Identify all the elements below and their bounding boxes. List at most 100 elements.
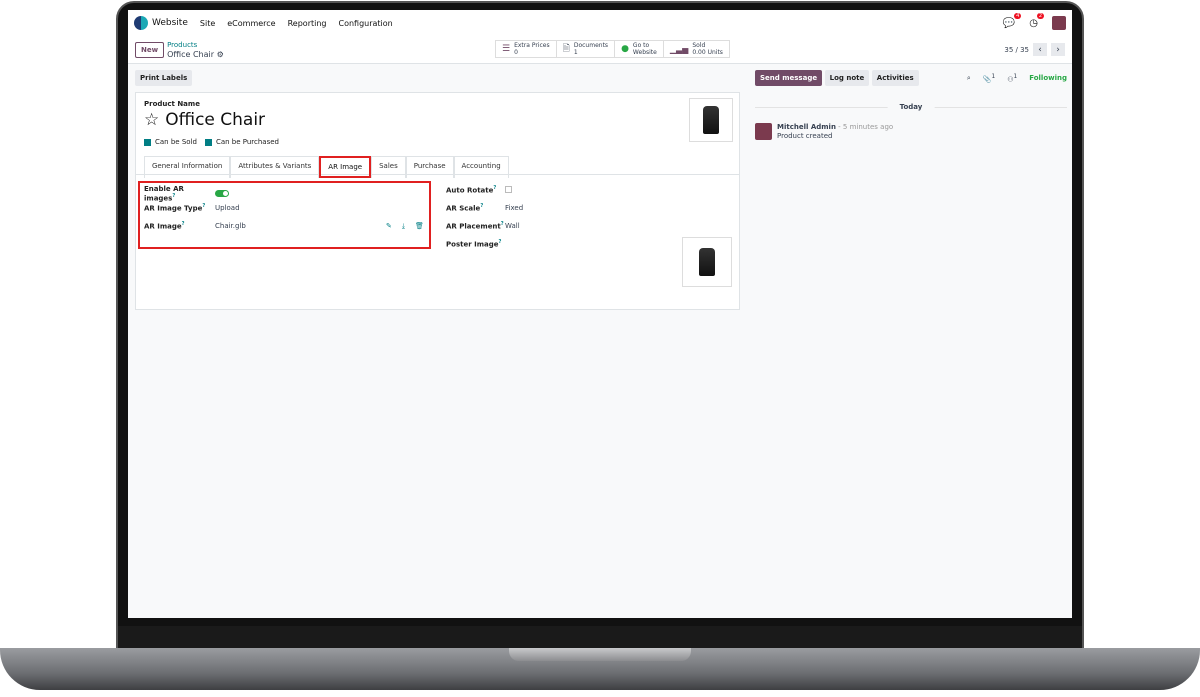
date-label: Today <box>887 103 935 111</box>
control-panel: New Products Office Chair ⚙ ☰ Extra Price… <box>128 36 1072 64</box>
tab-attributes-variants[interactable]: Attributes & Variants <box>230 156 320 178</box>
chair-image <box>703 106 719 134</box>
send-message-button[interactable]: Send message <box>755 70 823 86</box>
go-to-website-button[interactable]: ● Go to Website <box>615 41 664 57</box>
menu-site[interactable]: Site <box>199 18 216 28</box>
tab-accounting[interactable]: Accounting <box>453 156 509 178</box>
auto-rotate-checkbox[interactable] <box>505 186 512 194</box>
can-be-purchased-checkbox[interactable]: Can be Purchased <box>204 138 279 146</box>
star-icon[interactable]: ☆ <box>144 110 160 130</box>
gear-icon[interactable]: ⚙ <box>216 49 224 59</box>
field-label: Enable AR images <box>144 185 184 203</box>
ar-image-file[interactable]: Chair.glb <box>215 221 246 230</box>
chair-image <box>699 248 715 276</box>
breadcrumb-current: Office Chair <box>167 49 215 59</box>
top-navbar: Website Site eCommerce Reporting Configu… <box>128 10 1072 36</box>
new-button[interactable]: New <box>135 41 165 58</box>
screen: Website Site eCommerce Reporting Configu… <box>128 10 1072 618</box>
field-label: AR Placement <box>446 222 501 231</box>
next-button[interactable]: › <box>1051 43 1065 56</box>
message: Mitchell Admin - 5 minutes ago Product cr… <box>755 123 893 141</box>
stat-value: Website <box>632 49 657 56</box>
tab-purchase[interactable]: Purchase <box>405 156 454 178</box>
trash-icon[interactable]: 🗑 <box>414 222 424 230</box>
content: Print Labels Product Name ☆ Office Chair … <box>128 64 1072 618</box>
tab-general-information[interactable]: General Information <box>144 156 231 178</box>
checkbox-icon <box>204 138 212 146</box>
form-sheet: Product Name ☆ Office Chair Can be Sold C… <box>135 92 740 310</box>
tab-sales[interactable]: Sales <box>371 156 406 178</box>
list-icon: ☰ <box>502 43 511 54</box>
field-label: AR Image Type <box>144 204 203 213</box>
edit-icon[interactable]: ✎ <box>386 222 392 230</box>
breadcrumb-products[interactable]: Products <box>167 40 198 49</box>
ar-image-type-select[interactable]: Upload <box>215 203 240 212</box>
stat-label: Documents <box>573 42 609 49</box>
bar-chart-icon: ▁▃▅ <box>669 44 689 54</box>
search-icon[interactable]: ⌕ <box>966 74 971 82</box>
laptop-chin <box>118 626 1082 648</box>
attachments-button[interactable]: 📎1 <box>983 74 995 83</box>
print-labels-button[interactable]: Print Labels <box>135 70 193 86</box>
stat-value: 0.00 Units <box>692 49 723 56</box>
user-avatar[interactable] <box>1052 16 1066 30</box>
product-name-label: Product Name <box>144 100 200 108</box>
stat-label: Go to <box>632 42 650 49</box>
field-label: AR Scale <box>446 204 481 213</box>
followers-count: 1 <box>1013 74 1018 80</box>
stat-label: Sold <box>692 42 706 49</box>
highlight-box <box>138 181 431 249</box>
user-icon: ⚇ <box>1007 75 1014 84</box>
tab-ar-image[interactable]: AR Image <box>319 156 372 178</box>
notebook-tabs: General Information Attributes & Variant… <box>144 156 509 178</box>
download-icon[interactable]: ⤓ <box>401 222 405 230</box>
log-note-button[interactable]: Log note <box>824 70 870 86</box>
chat-icon[interactable]: 💬 4 <box>1002 12 1022 29</box>
product-name[interactable]: Office Chair <box>165 110 266 130</box>
enable-ar-toggle[interactable] <box>215 190 229 198</box>
stat-label: Extra Prices <box>514 42 550 49</box>
activity-badge: 2 <box>1036 12 1044 19</box>
product-image[interactable] <box>689 98 733 142</box>
documents-button[interactable]: 🗎 Documents 1 <box>557 41 616 57</box>
author-avatar[interactable] <box>755 123 772 140</box>
app-name[interactable]: Website <box>152 18 188 28</box>
paperclip-icon: 📎 <box>982 75 992 84</box>
document-icon: 🗎 <box>562 43 570 54</box>
chat-badge: 4 <box>1014 12 1022 19</box>
checkbox-label: Can be Sold <box>155 138 197 146</box>
menu-reporting[interactable]: Reporting <box>287 18 327 28</box>
author-name[interactable]: Mitchell Admin <box>777 123 836 131</box>
checkbox-icon <box>144 138 151 146</box>
sold-button[interactable]: ▁▃▅ Sold 0.00 Units <box>664 41 729 57</box>
field-label: Auto Rotate <box>446 186 494 195</box>
clock-icon[interactable]: ◷ 2 <box>1029 12 1044 29</box>
field-label: AR Image <box>144 222 182 231</box>
smart-buttons: ☰ Extra Prices 0 🗎 Documents 1 ● Go to Website… <box>495 40 730 58</box>
globe-icon: ● <box>621 43 629 54</box>
app-logo-icon[interactable] <box>134 16 148 30</box>
poster-image[interactable] <box>682 237 732 287</box>
date-divider: Today <box>755 103 1067 111</box>
stat-value: 0 <box>514 49 518 56</box>
menu-ecommerce[interactable]: eCommerce <box>227 18 276 28</box>
extra-prices-button[interactable]: ☰ Extra Prices 0 <box>496 41 557 57</box>
checkbox-label: Can be Purchased <box>215 138 279 146</box>
ar-scale-select[interactable]: Fixed <box>505 203 524 212</box>
ar-placement-select[interactable]: Wall <box>505 221 520 230</box>
message-time: - 5 minutes ago <box>838 123 894 131</box>
activities-button[interactable]: Activities <box>871 70 919 86</box>
can-be-sold-checkbox[interactable]: Can be Sold <box>144 138 197 146</box>
pager-value: 35 / 35 <box>1004 45 1029 54</box>
tab-divider <box>136 174 739 175</box>
prev-button[interactable]: ‹ <box>1033 43 1047 56</box>
laptop-notch <box>509 648 691 661</box>
stat-value: 1 <box>573 49 578 56</box>
breadcrumb: Products Office Chair ⚙ <box>167 41 224 59</box>
chatter: Send message Log note Activities ⌕ 📎1 ⚇1… <box>740 64 1072 618</box>
field-label: Poster Image <box>446 240 499 249</box>
followers-button[interactable]: ⚇1 <box>1007 74 1017 83</box>
following-button[interactable]: Following <box>1029 74 1067 82</box>
message-body: Product created <box>777 132 833 140</box>
menu-configuration[interactable]: Configuration <box>338 18 393 28</box>
